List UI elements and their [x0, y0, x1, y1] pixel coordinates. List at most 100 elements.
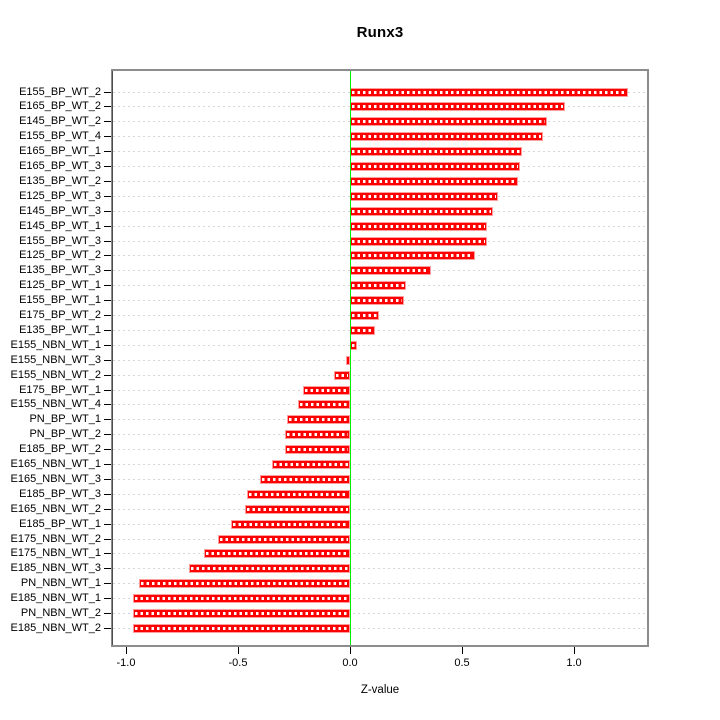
- gridline: [113, 568, 647, 570]
- bar: [350, 147, 523, 157]
- bar: [350, 236, 487, 246]
- x-axis-tick-label: 0.5: [454, 657, 470, 669]
- y-axis-label: E155_BP_WT_2: [19, 85, 101, 98]
- gridline: [113, 404, 647, 406]
- bar-dash-overlay: [352, 269, 429, 273]
- bar: [204, 549, 350, 559]
- bar: [244, 504, 350, 514]
- y-axis-label: E155_BP_WT_1: [19, 294, 101, 307]
- bar-dash-overlay: [262, 477, 348, 481]
- bar: [285, 430, 350, 440]
- y-axis-tick: [104, 523, 111, 525]
- bar-dash-overlay: [233, 522, 348, 526]
- y-axis-tick: [104, 359, 111, 361]
- y-axis-label: E185_NBN_WT_1: [10, 592, 102, 605]
- x-axis-tick-label: 0.0: [342, 657, 358, 669]
- y-axis-label: E175_BP_WT_1: [19, 383, 101, 396]
- bar: [260, 474, 350, 484]
- x-axis-tick: [349, 647, 351, 654]
- y-axis-label: E145_BP_WT_2: [19, 115, 101, 128]
- bar-dash-overlay: [300, 403, 348, 407]
- gridline: [113, 598, 647, 600]
- x-axis-tick-label: -0.5: [228, 657, 248, 669]
- y-axis-label: E155_NBN_WT_4: [10, 398, 102, 411]
- y-axis-tick: [104, 151, 111, 153]
- bar: [298, 400, 350, 410]
- bar-dash-overlay: [352, 120, 546, 124]
- bar: [139, 579, 350, 589]
- x-axis-tick: [461, 647, 463, 654]
- y-axis-label: E125_BP_WT_3: [19, 189, 101, 202]
- y-axis-tick: [104, 508, 111, 510]
- bar-dash-overlay: [352, 105, 564, 109]
- y-axis-label: E155_BP_WT_4: [19, 130, 101, 143]
- y-axis-tick: [104, 538, 111, 540]
- gridline: [113, 389, 647, 391]
- y-axis-label: PN_NBN_WT_1: [20, 577, 101, 590]
- bar-dash-overlay: [273, 463, 348, 466]
- y-axis-label: PN_NBN_WT_2: [20, 607, 101, 619]
- y-axis-tick: [104, 449, 111, 451]
- y-axis-tick: [104, 91, 111, 93]
- y-axis-label: E175_NBN_WT_2: [10, 532, 102, 545]
- y-axis-tick: [104, 613, 111, 614]
- y-axis-label: PN_BP_WT_1: [29, 413, 101, 426]
- y-axis-tick: [104, 583, 111, 585]
- y-axis-tick: [104, 180, 111, 182]
- bar: [334, 370, 350, 380]
- y-axis-tick: [104, 121, 111, 123]
- bar: [350, 266, 431, 276]
- bar: [285, 445, 350, 455]
- bar: [350, 87, 628, 97]
- y-axis-tick: [104, 240, 111, 242]
- x-axis-tick: [573, 647, 575, 654]
- bar-dash-overlay: [246, 507, 348, 511]
- y-axis-tick: [104, 315, 111, 316]
- bar-dash-overlay: [352, 299, 402, 303]
- y-axis-tick: [104, 210, 111, 212]
- plot-area: [113, 71, 647, 645]
- y-axis-label: E165_BP_WT_3: [19, 160, 101, 172]
- bar: [302, 385, 350, 395]
- y-axis-label: E155_NBN_WT_2: [10, 368, 102, 381]
- bar-dash-overlay: [287, 448, 348, 452]
- y-axis-tick: [104, 464, 111, 465]
- gridline: [113, 508, 647, 510]
- y-axis-tick: [104, 195, 111, 197]
- bar-dash-overlay: [352, 135, 541, 139]
- y-axis-label: E185_NBN_WT_3: [10, 562, 102, 575]
- y-axis-label: E135_BP_WT_3: [19, 264, 101, 277]
- bar-dash-overlay: [352, 224, 485, 228]
- x-axis-tick: [125, 647, 127, 654]
- y-axis-label: E125_BP_WT_1: [19, 279, 101, 292]
- y-axis-tick: [104, 553, 111, 555]
- y-axis-label: PN_BP_WT_2: [29, 428, 101, 441]
- y-axis-label: E165_NBN_WT_3: [10, 472, 102, 485]
- y-axis-label: E175_BP_WT_2: [19, 309, 101, 321]
- bar: [246, 489, 350, 499]
- zero-reference-line: [349, 71, 351, 645]
- bar-dash-overlay: [336, 373, 348, 377]
- bar-dash-overlay: [352, 194, 496, 198]
- y-axis-tick: [104, 419, 111, 421]
- y-axis-tick: [104, 627, 111, 629]
- y-axis-label: E185_BP_WT_1: [19, 517, 101, 530]
- y-axis-tick: [104, 136, 111, 138]
- bar: [188, 564, 350, 574]
- gridline: [113, 478, 647, 480]
- y-axis-label: E145_BP_WT_1: [19, 219, 101, 232]
- bar-dash-overlay: [134, 597, 348, 601]
- y-axis-label: E165_NBN_WT_2: [10, 502, 102, 515]
- bar-dash-overlay: [206, 552, 348, 556]
- bar: [350, 311, 380, 320]
- x-axis-tick-label: 1.0: [566, 657, 582, 669]
- bar-dash-overlay: [190, 567, 348, 571]
- bar-dash-overlay: [352, 284, 404, 288]
- gridline: [113, 434, 647, 436]
- y-axis-label: E165_BP_WT_2: [19, 100, 101, 113]
- y-axis-tick: [104, 270, 111, 272]
- bar-dash-overlay: [141, 582, 348, 586]
- gridline: [113, 538, 647, 540]
- bar: [350, 206, 494, 216]
